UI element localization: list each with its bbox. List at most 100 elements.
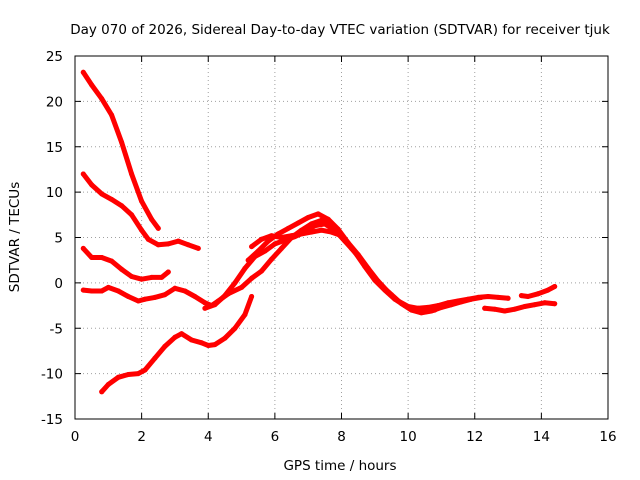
data-point	[465, 296, 471, 302]
data-point	[149, 216, 155, 222]
data-point	[495, 294, 501, 300]
data-point	[185, 242, 191, 248]
grid-lines	[75, 56, 608, 419]
data-point	[239, 284, 245, 290]
data-point	[99, 255, 105, 260]
data-point	[272, 241, 278, 247]
data-point	[522, 304, 528, 309]
data-point	[255, 248, 261, 254]
data-point	[99, 288, 105, 294]
data-point	[535, 291, 541, 297]
data-point	[202, 300, 208, 306]
data-point	[385, 289, 391, 295]
series-track-2	[80, 171, 201, 251]
data-point	[485, 294, 491, 299]
data-point	[162, 343, 168, 349]
data-point	[502, 308, 508, 314]
y-tick-label: 15	[46, 140, 63, 156]
data-point	[375, 278, 381, 284]
data-point	[119, 139, 125, 145]
x-tick-label: 14	[533, 429, 550, 445]
data-point	[425, 304, 431, 310]
data-point	[525, 294, 531, 299]
data-point	[189, 337, 195, 343]
data-point	[422, 309, 428, 315]
data-point	[192, 294, 198, 299]
data-point	[309, 229, 314, 235]
data-point	[152, 355, 158, 361]
y-tick-label: -10	[41, 367, 63, 383]
data-point	[80, 287, 86, 293]
y-tick-label: 0	[54, 276, 63, 292]
data-point	[105, 382, 111, 387]
data-point	[119, 266, 125, 272]
axis-ticks: 0 2 4 6 8 10 12 14 16 -15 -10 -5 0 5 10 15 20 25	[41, 49, 617, 445]
data-point	[142, 296, 148, 302]
data-point	[435, 303, 441, 309]
data-point	[80, 245, 86, 251]
data-point	[179, 331, 185, 337]
data-point	[305, 215, 311, 220]
data-point	[315, 211, 321, 217]
data-point	[275, 231, 281, 237]
data-point	[115, 374, 121, 380]
data-point	[99, 96, 105, 102]
data-point	[518, 293, 524, 299]
data-point	[335, 226, 341, 232]
x-tick-label: 16	[599, 429, 616, 445]
data-point	[109, 196, 115, 202]
data-point	[205, 343, 211, 348]
data-point	[155, 225, 161, 231]
data-point	[222, 293, 228, 299]
data-point	[139, 198, 145, 204]
series-track-3	[80, 245, 171, 282]
data-point	[262, 248, 268, 254]
data-point	[182, 288, 188, 294]
y-tick-label: 20	[46, 94, 63, 110]
data-point	[119, 203, 125, 209]
data-point	[165, 241, 171, 247]
data-point	[125, 294, 131, 299]
data-point	[152, 294, 158, 300]
data-point	[149, 274, 155, 280]
y-tick-label: -5	[50, 321, 63, 337]
y-tick-label: 25	[46, 49, 63, 65]
data-point	[482, 305, 488, 311]
data-point	[325, 216, 331, 222]
data-point	[89, 255, 95, 260]
data-point	[195, 245, 201, 251]
data-point	[202, 305, 208, 311]
x-tick-label: 6	[271, 429, 280, 445]
data-point	[289, 233, 294, 239]
x-tick-label: 4	[204, 429, 213, 445]
data-point	[355, 252, 361, 258]
data-point	[545, 287, 551, 293]
data-point	[135, 371, 141, 377]
data-point	[505, 295, 511, 301]
data-point	[242, 265, 248, 271]
data-point	[269, 256, 274, 262]
data-point	[365, 265, 371, 271]
data-point	[109, 258, 115, 264]
data-point	[455, 298, 461, 304]
y-tick-label: -15	[41, 412, 63, 428]
data-point	[245, 257, 251, 263]
data-point	[512, 306, 518, 312]
series-track-5	[99, 294, 255, 395]
data-point	[80, 171, 86, 177]
data-point	[212, 302, 218, 308]
data-point	[249, 294, 255, 299]
data-point	[232, 280, 238, 286]
data-point	[329, 229, 334, 235]
data-point	[322, 221, 328, 227]
data-point	[395, 298, 401, 304]
data-point	[199, 340, 205, 346]
data-point	[552, 301, 558, 307]
data-point	[99, 389, 105, 395]
y-tick-label: 10	[46, 185, 63, 201]
x-axis-label: GPS time / hours	[283, 458, 396, 474]
data-point	[249, 275, 255, 281]
data-point	[139, 276, 145, 282]
data-point	[212, 342, 218, 348]
